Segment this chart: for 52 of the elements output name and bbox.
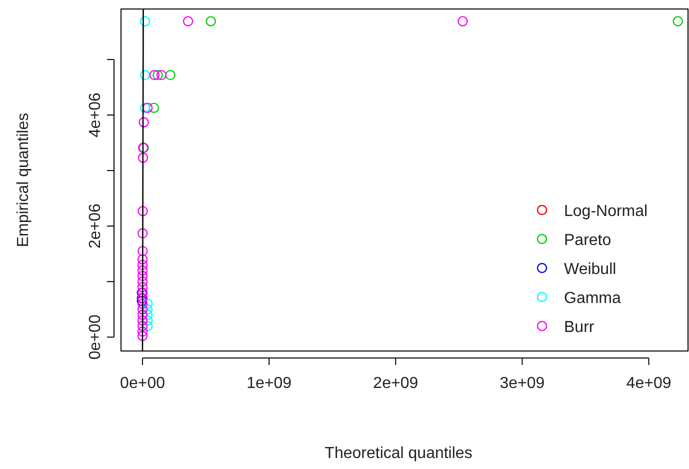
point [142,298,153,309]
x-tick-label: 4e+09 [626,375,672,392]
point [142,315,153,326]
point [137,298,148,309]
point [182,16,194,26]
point [138,117,149,128]
x-tick-label: 1e+09 [246,375,292,392]
point [152,70,163,80]
legend-label: Gamma [564,290,621,307]
y-axis-title: Empirical quantiles [15,112,32,248]
x-axis-title: Theoretical quantiles [324,445,472,462]
point [672,16,683,26]
point [142,102,153,113]
point [149,70,160,80]
legend-label: Pareto [564,232,612,249]
point [137,320,148,332]
point [137,265,148,276]
y-tick-label: 2e+06 [87,204,104,249]
point [137,304,148,314]
point [136,296,147,306]
legend-label: Weibull [564,261,616,278]
point [148,102,160,113]
legend-label: Log-Normal [564,203,648,220]
point [137,260,148,270]
point [137,254,148,264]
point [137,315,148,326]
point [165,70,176,80]
point [142,320,153,332]
point [137,270,148,282]
legend-label: Burr [564,319,595,336]
point [137,282,148,292]
point [458,16,468,26]
point [137,310,148,320]
point [140,16,150,26]
x-tick-label: 2e+09 [373,375,418,392]
point [138,228,148,238]
point [140,102,150,113]
point [156,70,167,80]
point [138,246,148,256]
point [206,16,216,26]
point [137,276,148,287]
point [138,152,148,163]
point [138,206,148,216]
point [137,330,148,342]
y-tick-label: 4e+06 [87,92,104,138]
y-tick-label: 0e+00 [87,314,104,360]
point [142,304,153,314]
x-tick-label: 3e+09 [500,375,545,392]
x-tick-label: 0e+00 [120,375,166,392]
point [137,326,148,337]
point [142,310,153,320]
point [140,70,150,80]
